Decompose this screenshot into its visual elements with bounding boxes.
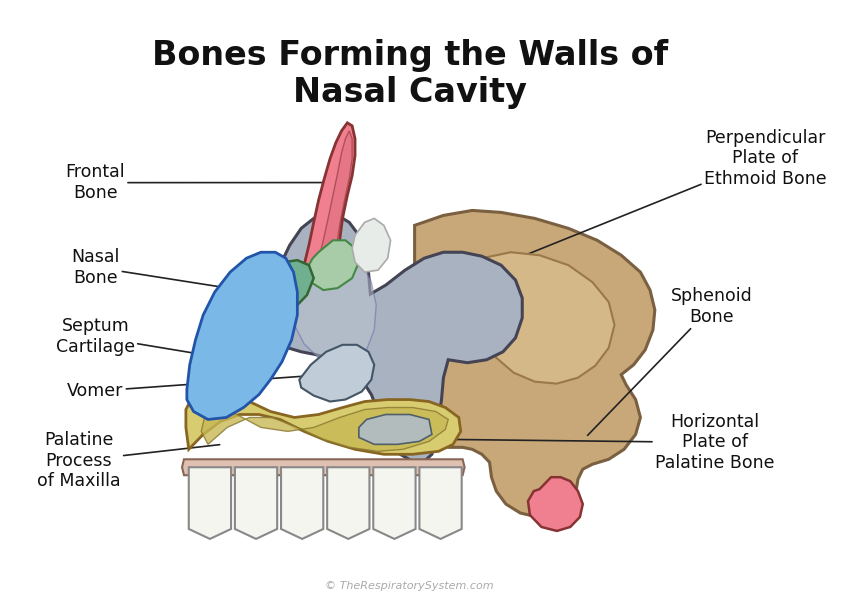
Polygon shape <box>299 345 374 402</box>
Polygon shape <box>307 240 359 290</box>
Polygon shape <box>257 260 314 315</box>
Text: © TheRespiratorySystem.com: © TheRespiratorySystem.com <box>326 581 494 591</box>
Text: Bones Forming the Walls of: Bones Forming the Walls of <box>152 39 668 72</box>
Polygon shape <box>352 219 391 272</box>
Text: Nasal
Bone: Nasal Bone <box>71 248 269 294</box>
Polygon shape <box>235 467 277 539</box>
Polygon shape <box>182 459 465 475</box>
Text: Palatine
Process
of Maxilla: Palatine Process of Maxilla <box>37 431 219 490</box>
Text: Sphenoid
Bone: Sphenoid Bone <box>587 287 753 435</box>
Polygon shape <box>415 211 654 517</box>
Polygon shape <box>327 467 370 539</box>
Text: Perpendicular
Plate of
Ethmoid Bone: Perpendicular Plate of Ethmoid Bone <box>428 129 826 294</box>
Text: Vomer: Vomer <box>67 372 364 400</box>
Polygon shape <box>359 415 432 444</box>
Polygon shape <box>281 467 323 539</box>
Polygon shape <box>373 467 416 539</box>
Text: Horizontal
Plate of
Palatine Bone: Horizontal Plate of Palatine Bone <box>448 413 774 472</box>
Polygon shape <box>186 388 461 454</box>
Polygon shape <box>528 477 583 531</box>
Polygon shape <box>270 214 522 461</box>
Polygon shape <box>319 131 352 270</box>
Polygon shape <box>304 123 355 278</box>
Polygon shape <box>201 407 448 452</box>
Polygon shape <box>187 253 298 419</box>
Polygon shape <box>189 467 231 539</box>
Polygon shape <box>290 250 377 365</box>
Polygon shape <box>455 253 615 384</box>
Text: Septum
Cartilage: Septum Cartilage <box>56 317 231 359</box>
Text: Nasal Cavity: Nasal Cavity <box>293 76 527 109</box>
Polygon shape <box>419 467 462 539</box>
Text: Frontal
Bone: Frontal Bone <box>65 163 327 202</box>
